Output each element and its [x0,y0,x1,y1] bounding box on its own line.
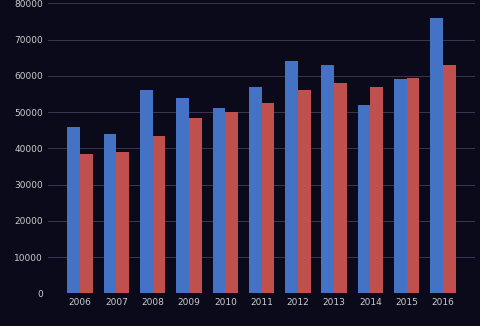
Bar [394,80,407,293]
Bar [431,18,443,293]
Bar [334,83,347,293]
Bar [225,112,238,293]
Bar [153,136,166,293]
Bar [443,65,456,293]
Bar [298,90,311,293]
Bar [117,152,129,293]
Bar [140,90,153,293]
Bar [285,61,298,293]
Bar [104,134,117,293]
Bar [80,154,93,293]
Bar [322,65,334,293]
Bar [371,87,383,293]
Bar [407,78,420,293]
Bar [67,126,80,293]
Bar [176,97,189,293]
Bar [249,87,262,293]
Bar [213,109,225,293]
Bar [189,117,202,293]
Bar [358,105,371,293]
Bar [262,103,274,293]
